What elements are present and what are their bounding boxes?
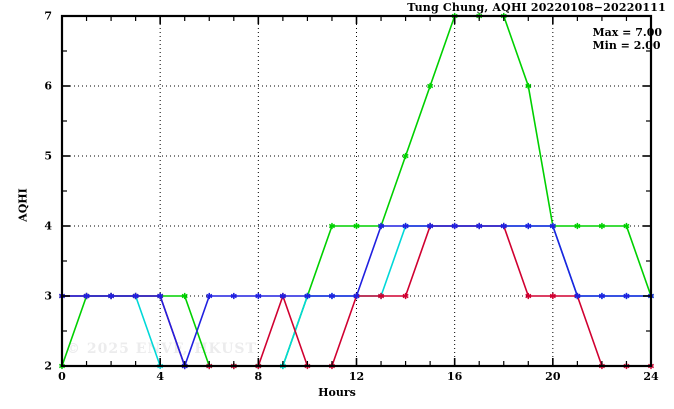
watermark: © 2025 ENVF, HKUST	[66, 341, 257, 357]
x-tick-label: 0	[58, 370, 66, 383]
x-tick-label: 8	[254, 370, 263, 383]
x-tick-label: 4	[156, 370, 164, 383]
data-point-marker	[427, 82, 434, 90]
data-point-marker	[402, 292, 409, 300]
data-point-marker	[623, 222, 630, 230]
data-point-marker	[402, 152, 409, 160]
data-point-marker	[427, 222, 434, 230]
x-tick-label: 20	[545, 370, 561, 383]
data-point-marker	[353, 292, 360, 300]
x-tick-label: 16	[447, 370, 463, 383]
y-tick-label: 6	[44, 79, 52, 93]
chart-title: Tung Chung, AQHI 20220108−20220111	[407, 1, 666, 14]
max-annotation: Max = 7.00	[592, 26, 662, 39]
data-point-marker	[157, 292, 164, 300]
data-point-marker	[132, 292, 139, 300]
y-tick-label: 3	[44, 289, 52, 303]
data-point-marker	[304, 292, 311, 300]
data-point-marker	[525, 292, 532, 300]
data-point-marker	[598, 222, 605, 230]
data-point-marker	[402, 222, 409, 230]
data-point-marker	[525, 82, 532, 90]
data-point-marker	[549, 292, 556, 300]
x-axis-label: Hours	[318, 386, 356, 399]
data-point-marker	[500, 222, 507, 230]
data-point-marker	[83, 292, 90, 300]
minmax-annotation-box: Max = 7.00 Min = 2.00	[592, 26, 662, 52]
data-point-marker	[549, 222, 556, 230]
data-point-marker	[328, 292, 336, 300]
y-tick-label: 7	[44, 9, 52, 23]
data-point-marker	[525, 222, 532, 230]
data-point-marker	[353, 222, 360, 230]
data-point-marker	[181, 292, 188, 300]
data-point-marker	[451, 222, 458, 230]
data-point-marker	[574, 222, 581, 230]
y-tick-label: 5	[44, 149, 52, 163]
data-point-marker	[230, 292, 237, 300]
data-point-marker	[598, 292, 605, 300]
data-point-marker	[623, 292, 630, 300]
x-tick-label: 12	[348, 370, 365, 383]
data-point-marker	[255, 292, 262, 300]
data-point-marker	[206, 292, 213, 300]
y-tick-label: 2	[44, 359, 52, 373]
data-point-marker	[476, 222, 483, 230]
data-point-marker	[108, 292, 115, 300]
data-point-marker	[377, 292, 385, 300]
data-point-marker	[279, 292, 286, 300]
x-tick-label: 24	[643, 370, 659, 383]
y-tick-label: 4	[44, 219, 52, 233]
data-point-marker	[377, 222, 385, 230]
data-point-marker	[328, 222, 336, 230]
data-point-marker	[574, 292, 581, 300]
min-annotation: Min = 2.00	[592, 39, 661, 52]
